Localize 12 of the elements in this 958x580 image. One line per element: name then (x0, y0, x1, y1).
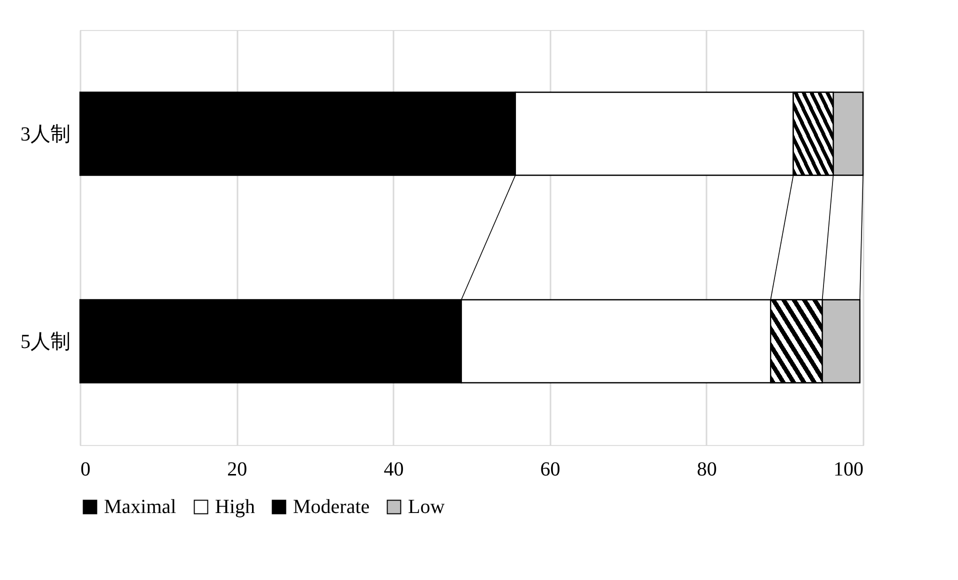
x-tick-label: 80 (696, 458, 717, 480)
x-tick-label: 40 (384, 458, 404, 480)
y-tick-label: 5人制 (20, 330, 70, 353)
y-tick-label: 3人制 (20, 123, 70, 146)
x-tick-label: 100 (834, 458, 864, 480)
x-tick-label: 0 (80, 458, 90, 480)
legend-label: Low (408, 496, 446, 518)
x-tick-label: 20 (227, 458, 248, 480)
legend-label: Moderate (293, 496, 370, 518)
legend-label: High (215, 496, 255, 518)
legend-label: Maximal (104, 496, 177, 518)
x-tick-label: 60 (540, 458, 560, 480)
